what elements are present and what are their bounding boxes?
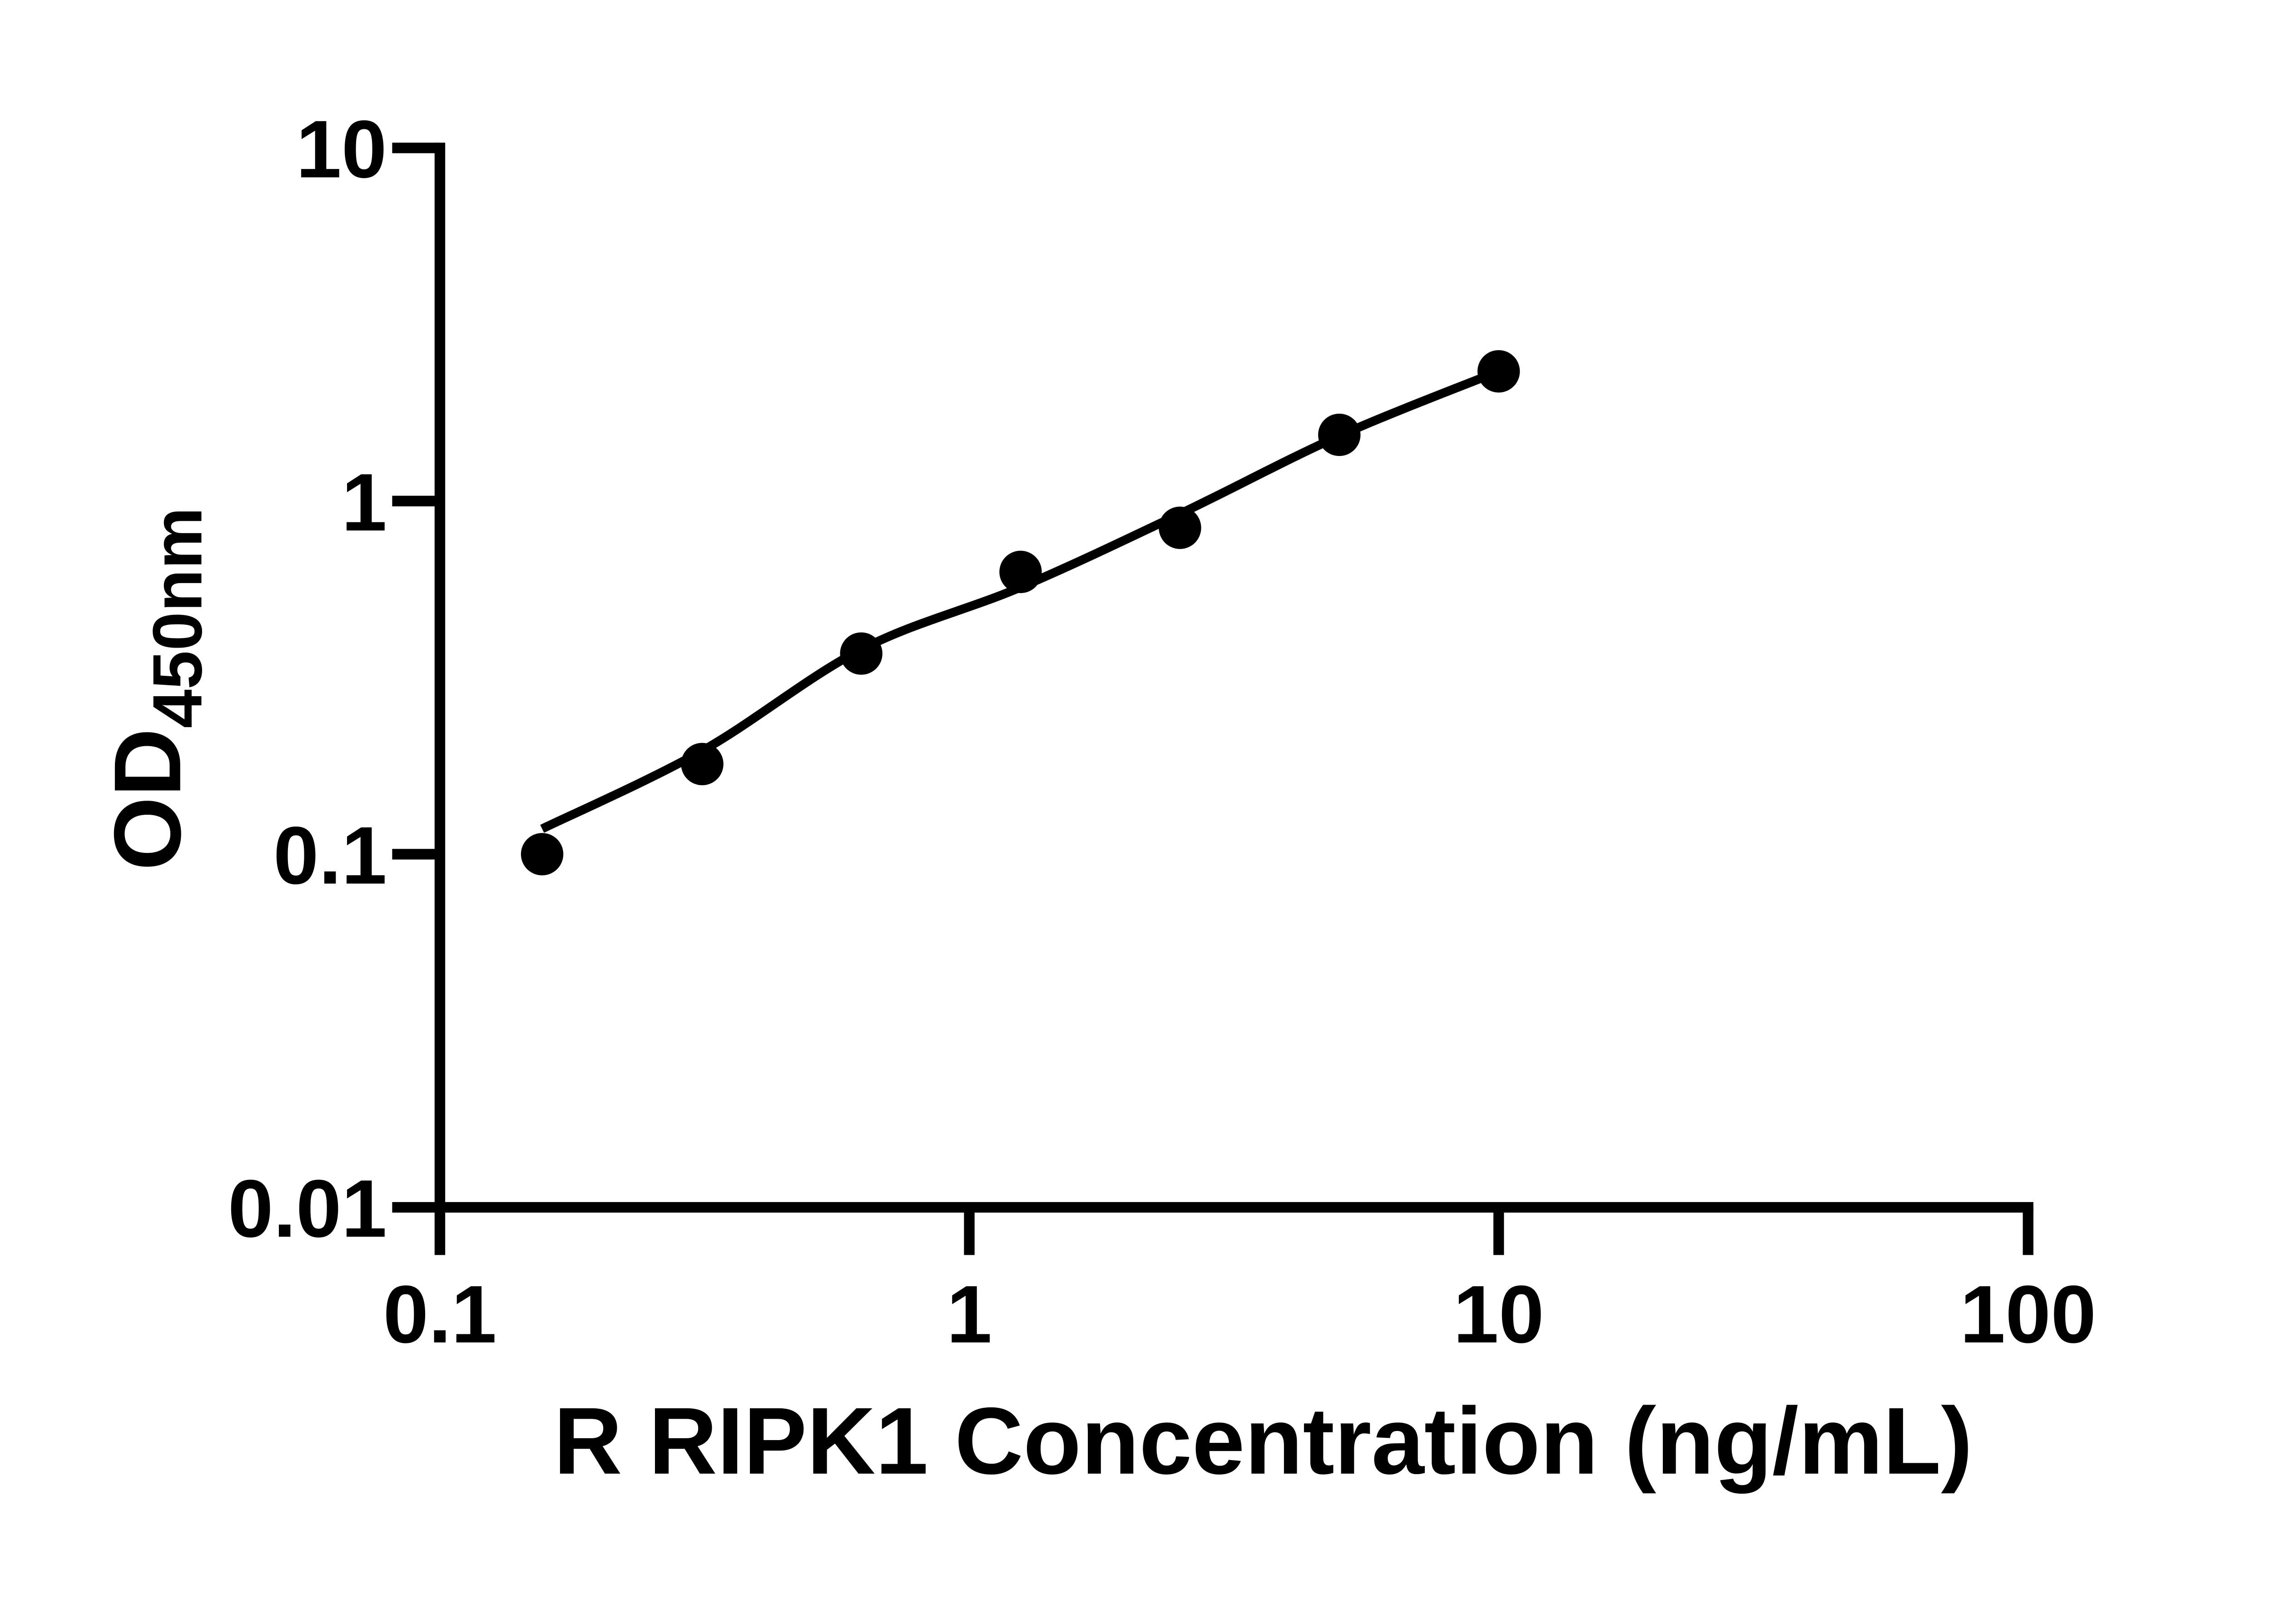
data-point-10 [1477, 350, 1520, 393]
data-point-2.5 [1159, 506, 1201, 549]
y-tick-label-10: 10 [296, 104, 387, 195]
elisa-standard-curve-chart: 10 1 0.1 0.01 0.1 1 10 100 R RIPK1 Concentration… [94, 104, 2097, 1494]
y-tick-label-0.1: 0.1 [273, 810, 387, 901]
data-point-0.625 [840, 632, 883, 675]
y-tick-label-1: 1 [342, 457, 387, 548]
x-tick-label-10: 10 [1453, 1269, 1544, 1360]
x-axis-title: R RIPK1 Concentration (ng/mL) [554, 1388, 1973, 1494]
data-point-1.25 [999, 550, 1042, 594]
x-tick-label-0.1: 0.1 [383, 1269, 496, 1360]
x-tick-label-1: 1 [947, 1269, 992, 1360]
data-point-0.313 [681, 743, 724, 786]
elisa-standard-curve-figure: 10 1 0.1 0.01 0.1 1 10 100 R RIPK1 Concentration… [94, 104, 2097, 1494]
y-tick-label-0.01: 0.01 [228, 1163, 387, 1254]
data-point-0.156 [521, 833, 564, 876]
x-tick-label-100: 100 [1960, 1269, 2096, 1360]
y-axis-title: OD450nm [95, 507, 217, 871]
data-point-5 [1318, 413, 1361, 456]
